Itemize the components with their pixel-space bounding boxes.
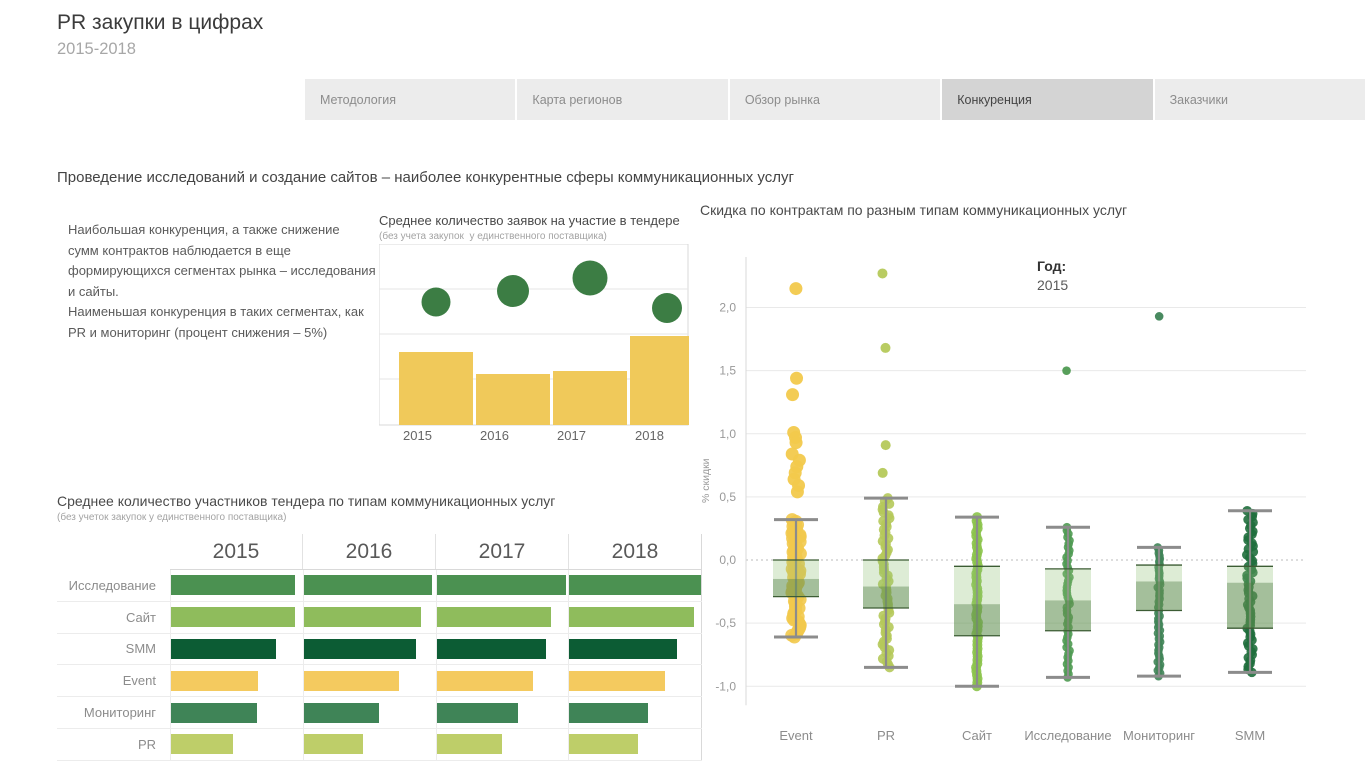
svg-text:1,5: 1,5	[719, 364, 736, 378]
svg-text:-1,0: -1,0	[715, 679, 736, 693]
svg-text:0,0: 0,0	[719, 553, 736, 567]
svg-text:1,0: 1,0	[719, 427, 736, 441]
svg-text:-0,5: -0,5	[715, 616, 736, 630]
svg-text:2,0: 2,0	[719, 301, 736, 315]
svg-text:0,5: 0,5	[719, 490, 736, 504]
